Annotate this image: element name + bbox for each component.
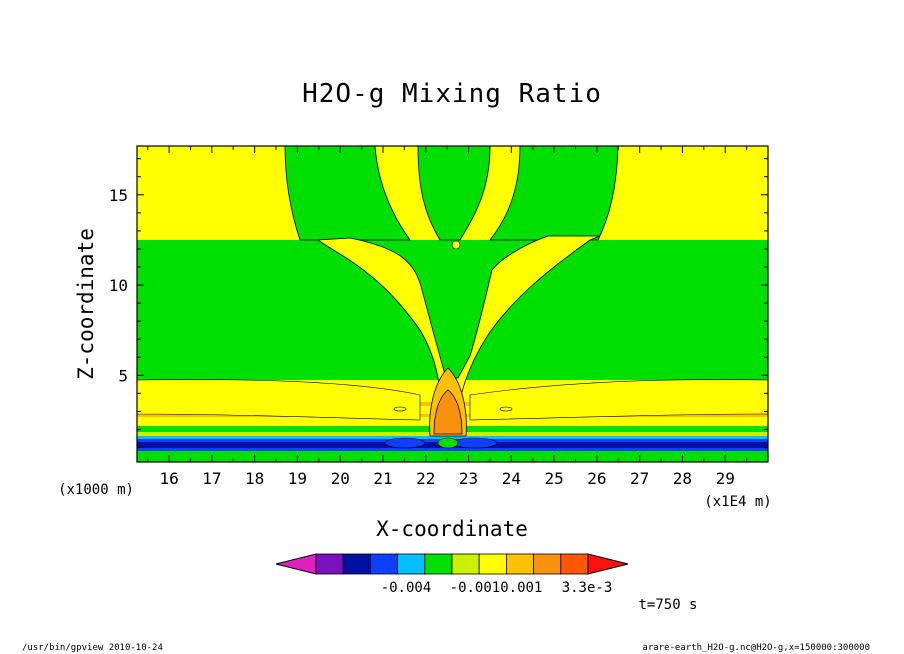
colorbar-segment (397, 553, 426, 575)
colorbar-arrow-low (275, 553, 317, 575)
tick-marks (137, 146, 768, 462)
footer-left: /usr/bin/gpview 2010-10-24 (22, 643, 163, 653)
plot-frame (136, 145, 769, 463)
field-blob-center-green (437, 437, 459, 449)
x-tick-label: 27 (630, 469, 649, 488)
colorbar-segment (315, 553, 344, 575)
chart-title: H2O-g Mixing Ratio (302, 79, 602, 109)
colorbar-label-2: -0.0010.001 (450, 580, 543, 596)
x-tick-label: 21 (373, 469, 392, 488)
colorbar (275, 553, 629, 575)
field-blob-z2-left (393, 406, 407, 412)
y-tick-label: 10 (109, 276, 128, 295)
x-unit-label: (x1E4 m) (704, 494, 771, 510)
colorbar-segment (369, 553, 398, 575)
x-tick-label: 29 (716, 469, 735, 488)
field-band-mid-green (137, 240, 768, 382)
field-flank-right (469, 379, 768, 421)
x-tick-label: 24 (502, 469, 521, 488)
y-tick-label: 15 (109, 186, 128, 205)
x-tick-label: 17 (202, 469, 221, 488)
colorbar-segment (505, 553, 534, 575)
field-blob-right-blue (452, 437, 498, 449)
x-tick-labels: 16 17 18 19 20 21 22 23 24 25 26 27 28 29 (159, 469, 734, 488)
y-unit-label: (x1000 m) (58, 482, 134, 498)
y-axis-label: Z-coordinate (74, 228, 98, 380)
x-tick-label: 28 (673, 469, 692, 488)
colorbar-arrow-high (587, 553, 629, 575)
field-band-blue-2 (137, 448, 768, 451)
x-tick-label: 23 (459, 469, 478, 488)
x-tick-label: 18 (245, 469, 264, 488)
colorbar-segment (424, 553, 453, 575)
x-tick-label: 22 (416, 469, 435, 488)
field-blob-left-blue (384, 437, 426, 449)
field-band-cyan (137, 436, 768, 439)
colorbar-label-1: -0.004 (381, 580, 432, 596)
time-label: t=750 s (638, 597, 697, 613)
field-band-green-3 (137, 451, 768, 462)
x-tick-label: 26 (587, 469, 606, 488)
field-updraft-core (433, 389, 463, 435)
colorbar-segment (342, 553, 371, 575)
y-tick-labels: 5 10 15 (109, 186, 128, 386)
colorbar-segment (478, 553, 507, 575)
field-plume-center (417, 146, 491, 241)
x-tick-label: 25 (544, 469, 563, 488)
contour-field (136, 145, 769, 463)
x-tick-label: 16 (159, 469, 178, 488)
colorbar-segment (451, 553, 480, 575)
colorbar-segment (560, 553, 589, 575)
x-tick-label: 20 (331, 469, 350, 488)
field-yellow-v (316, 235, 601, 393)
colorbar-label-3: 3.3e-3 (562, 580, 613, 596)
x-axis-label: X-coordinate (376, 517, 528, 541)
footer-right: arare-earth_H2O-g.nc@H2O-g,x=150000:3000… (642, 643, 870, 653)
field-blob-z2-right (499, 406, 513, 412)
y-tick-label: 5 (118, 366, 128, 385)
x-tick-label: 19 (288, 469, 307, 488)
field-dot-z12 (451, 240, 461, 250)
field-flank-left (137, 379, 421, 421)
colorbar-segment (533, 553, 562, 575)
field-plume-left-outer (284, 146, 411, 241)
